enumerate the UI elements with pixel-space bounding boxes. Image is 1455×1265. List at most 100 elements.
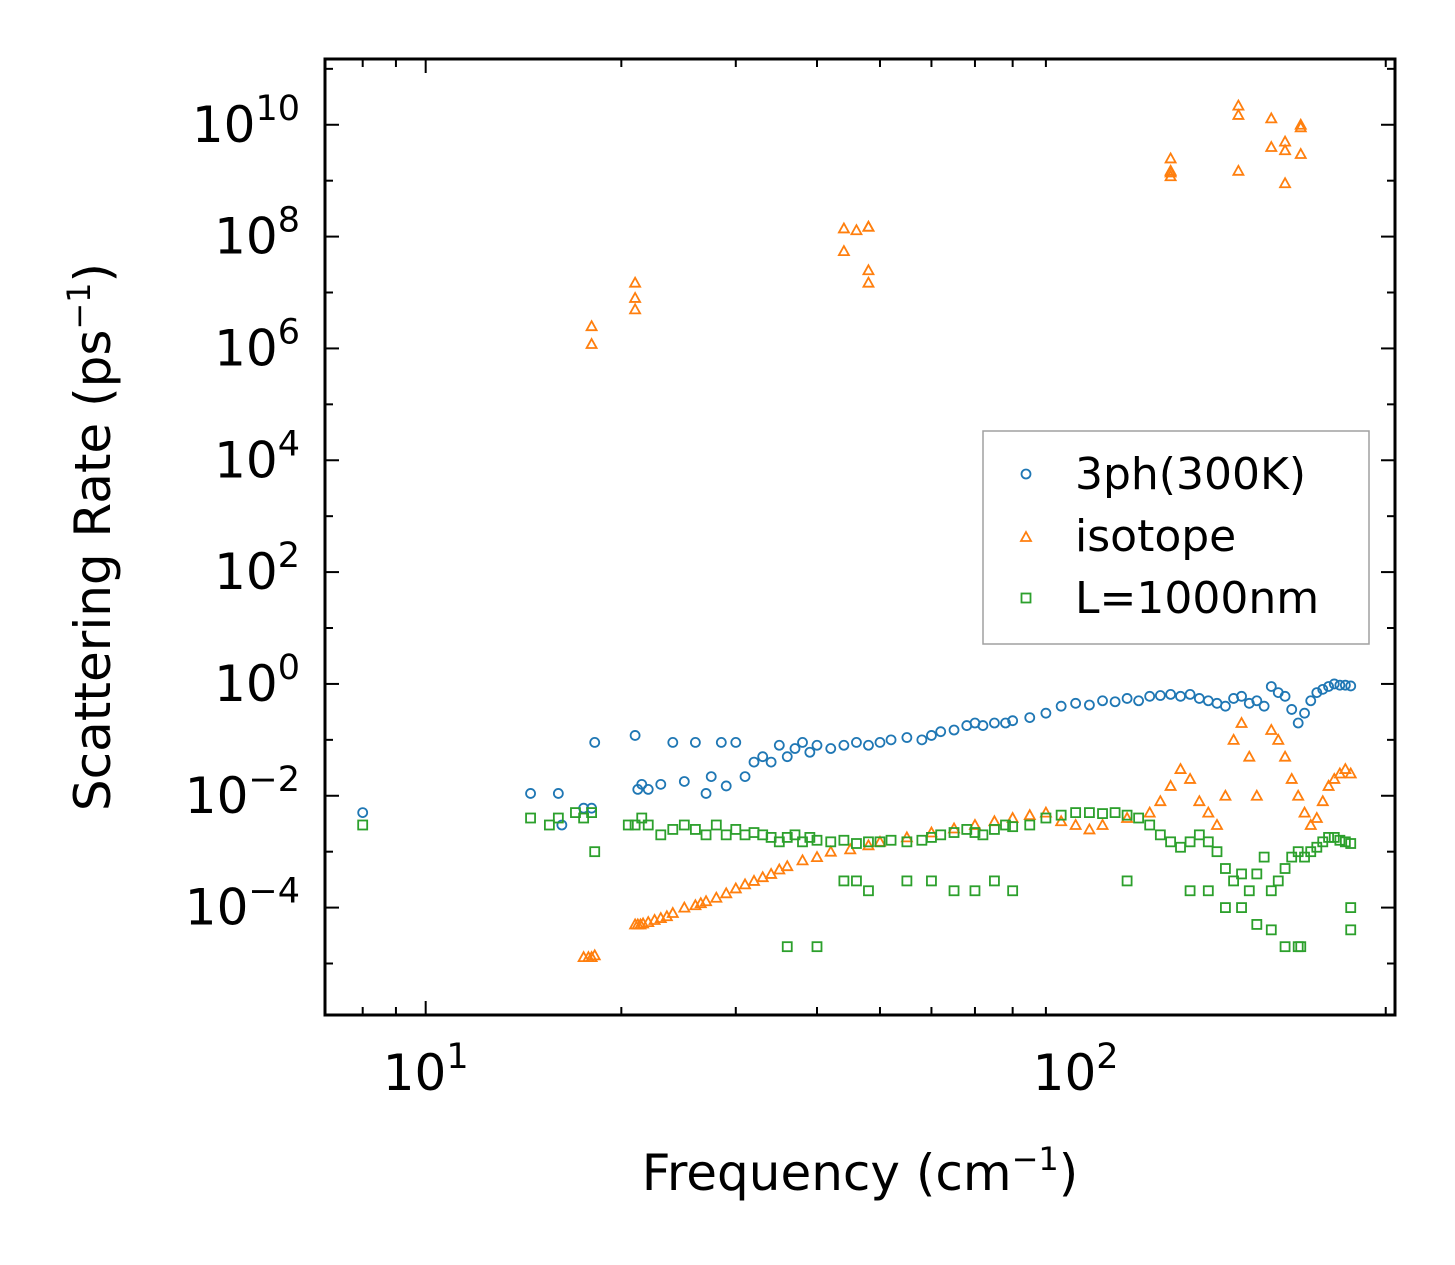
data-point	[916, 734, 928, 746]
data-point	[863, 739, 874, 751]
data-point	[1328, 678, 1340, 690]
data-point	[1192, 794, 1206, 807]
data-point	[977, 720, 989, 731]
data-point	[730, 824, 742, 835]
data-point	[1316, 794, 1330, 807]
data-point	[948, 885, 960, 897]
data-point	[1096, 818, 1110, 830]
data-point	[719, 886, 733, 899]
data-point	[1070, 697, 1082, 709]
y-tick-base: 10	[214, 431, 278, 489]
data-point	[969, 827, 981, 838]
data-point	[1144, 819, 1156, 831]
series-circle	[357, 678, 1357, 831]
data-point	[1294, 147, 1308, 159]
x-axis-title-end: )	[1059, 1144, 1079, 1202]
y-tick-base: 10	[192, 96, 256, 154]
data-point	[1218, 788, 1232, 801]
y-tick-exp: 2	[278, 536, 300, 576]
data-point	[1144, 690, 1156, 702]
data-point	[570, 807, 581, 818]
data-point	[1339, 679, 1351, 691]
data-point	[1143, 805, 1157, 818]
data-point	[678, 819, 690, 831]
x-axis-title-main: Frequency (cm	[642, 1144, 1012, 1202]
data-point	[989, 824, 1000, 835]
data-point	[1040, 812, 1052, 824]
data-point	[1055, 809, 1067, 821]
data-point	[585, 337, 599, 349]
legend: 3ph(300K) isotope L=1000nm	[982, 430, 1370, 645]
data-point	[738, 877, 752, 890]
legend-marker-l1000nm	[1020, 592, 1032, 604]
data-point	[1344, 766, 1358, 779]
data-point	[757, 751, 769, 763]
data-point	[655, 778, 667, 790]
data-point	[1201, 805, 1215, 818]
data-point	[1054, 814, 1068, 827]
data-point	[720, 780, 732, 792]
data-point	[1109, 807, 1121, 818]
data-point	[699, 894, 713, 907]
data-point	[1007, 821, 1019, 833]
data-point	[1250, 788, 1264, 801]
y-axis-title-sup: −1	[60, 282, 98, 329]
data-point	[1265, 885, 1277, 897]
data-point	[588, 948, 602, 961]
data-point	[1279, 863, 1291, 874]
data-point	[1251, 919, 1263, 930]
data-point	[1202, 836, 1214, 848]
data-point	[1338, 762, 1352, 774]
data-point	[1278, 749, 1292, 762]
data-point	[795, 853, 810, 866]
data-point	[1227, 732, 1241, 745]
data-point	[901, 875, 913, 887]
data-point	[636, 812, 648, 824]
data-point	[781, 832, 793, 843]
data-point	[1097, 808, 1108, 819]
y-axis-title-end: )	[64, 263, 122, 283]
data-point	[1322, 779, 1336, 791]
data-point	[1286, 704, 1298, 715]
data-point	[633, 917, 647, 930]
data-point	[1220, 902, 1231, 913]
data-point	[1236, 868, 1247, 880]
data-point	[710, 819, 722, 831]
data-point	[678, 776, 690, 787]
data-point	[1251, 868, 1263, 880]
data-point	[1211, 846, 1223, 858]
x-tick-label: 102	[1033, 1037, 1119, 1102]
data-point	[1235, 716, 1249, 728]
data-point	[838, 834, 850, 846]
y-axis-title-main: Scattering Rate (ps	[64, 330, 122, 811]
data-point	[1164, 165, 1178, 178]
data-point	[989, 875, 1000, 887]
data-point	[1210, 818, 1224, 830]
data-point	[629, 730, 641, 741]
data-point	[1311, 841, 1323, 853]
data-point	[969, 885, 981, 897]
y-tick-label: 102	[214, 536, 300, 601]
data-point	[1264, 111, 1278, 124]
data-point	[861, 838, 875, 851]
data-point	[629, 819, 641, 831]
data-point	[585, 950, 599, 963]
data-point	[851, 875, 862, 887]
data-point	[1007, 715, 1019, 727]
data-point	[1097, 695, 1108, 707]
data-point	[357, 819, 369, 831]
legend-marker-isotope	[1019, 530, 1033, 542]
data-point	[689, 737, 701, 748]
data-point	[739, 771, 751, 783]
data-point	[811, 834, 823, 846]
data-point	[747, 874, 761, 886]
data-point	[1294, 120, 1308, 133]
data-point	[1278, 176, 1292, 189]
data-point	[811, 941, 823, 953]
data-point	[804, 746, 816, 758]
data-point	[1294, 117, 1308, 130]
data-point	[1184, 885, 1196, 897]
data-point	[1258, 851, 1270, 863]
data-point	[861, 275, 875, 288]
data-point	[1133, 695, 1145, 707]
